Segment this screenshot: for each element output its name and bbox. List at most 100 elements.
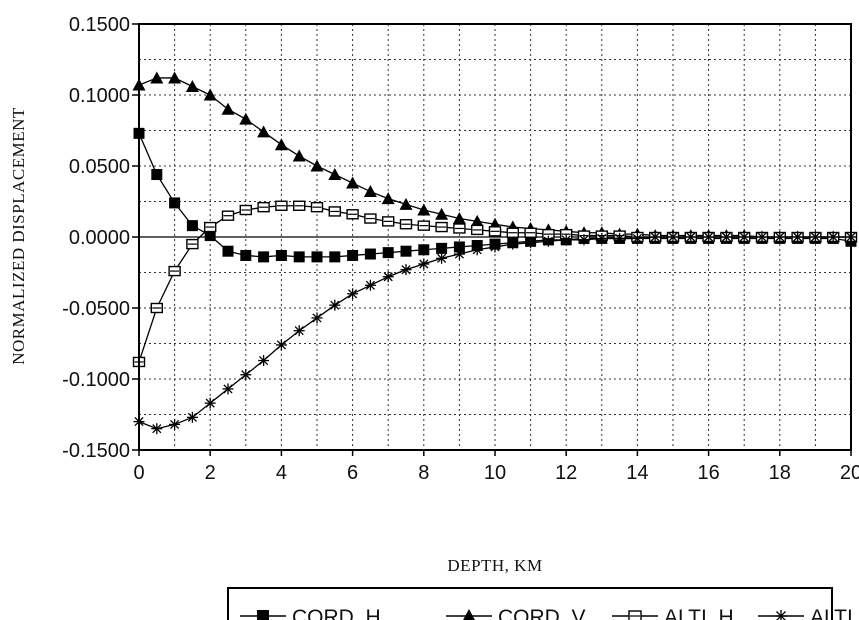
data-point [275, 200, 288, 211]
data-point [418, 244, 430, 256]
data-point [542, 235, 554, 247]
y-tick-label: 0.1000 [69, 85, 130, 107]
legend-label: CORD.,H [292, 606, 381, 620]
data-point [274, 138, 288, 151]
legend-item: CORD.,H [240, 606, 381, 620]
data-point [435, 221, 448, 233]
y-axis-ticks: 0.1500 0.1000 0.0500 0.0000 -0.0500 -0.1000 -0… [62, 14, 139, 462]
data-point [738, 231, 750, 243]
data-point [257, 125, 271, 138]
data-point [436, 252, 448, 264]
data-point [329, 299, 341, 311]
data-point [346, 176, 360, 189]
data-point [382, 247, 394, 259]
data-point [827, 231, 839, 243]
data-point [186, 238, 199, 250]
data-point [435, 207, 449, 220]
x-tick-label: 18 [769, 462, 791, 484]
data-point [578, 234, 590, 246]
legend-marker [775, 610, 787, 620]
data-point [489, 241, 501, 253]
legend-marker [628, 610, 642, 620]
x-axis-label: DEPTH, KM [447, 556, 542, 575]
legend-entries: CORD.,H CORD.,V ALTI.,H ALTI.,V [240, 606, 859, 620]
data-point [417, 220, 430, 231]
data-point [293, 325, 305, 337]
plot-series [132, 71, 858, 435]
data-point [453, 223, 466, 234]
data-point [649, 231, 661, 243]
legend-label: ALTI.,H [664, 606, 734, 620]
series-cord-v [132, 71, 858, 243]
legend-marker [257, 610, 269, 620]
data-point [524, 227, 537, 238]
data-point [185, 79, 199, 92]
legend-marker [463, 609, 475, 620]
data-point [399, 197, 413, 210]
y-axis-label: NORMALIZED DISPLACEMENT [9, 107, 28, 365]
data-point [471, 224, 484, 236]
data-point [168, 265, 181, 277]
legend [227, 587, 833, 620]
data-point [186, 220, 198, 232]
data-point [452, 212, 466, 225]
data-point [400, 245, 412, 257]
data-point [347, 288, 359, 300]
data-point [792, 231, 804, 243]
data-point [204, 397, 216, 409]
x-tick-label: 8 [418, 462, 429, 484]
data-point [168, 71, 182, 84]
x-tick-label: 4 [276, 462, 287, 484]
data-point [417, 203, 431, 216]
data-point [506, 227, 519, 238]
data-point [310, 159, 324, 172]
data-point [151, 169, 163, 181]
legend-label: CORD.,V [498, 606, 586, 620]
data-point [470, 214, 484, 227]
data-point [364, 279, 376, 291]
data-point [293, 251, 305, 263]
data-point [151, 423, 163, 435]
data-point [703, 231, 715, 243]
data-point [363, 185, 377, 198]
data-point [614, 232, 626, 244]
data-point [222, 245, 234, 257]
data-point [221, 102, 235, 115]
data-point [150, 71, 164, 84]
x-tick-label: 2 [205, 462, 216, 484]
data-point [364, 248, 376, 260]
y-tick-label: -0.0500 [62, 298, 130, 320]
data-point [328, 168, 342, 181]
legend-item: CORD.,V [446, 606, 586, 620]
x-tick-label: 10 [484, 462, 506, 484]
data-point [204, 230, 216, 242]
data-point [203, 221, 217, 233]
data-point [240, 249, 252, 261]
data-point [364, 213, 377, 224]
y-tick-label: -0.1500 [62, 440, 130, 462]
data-point [631, 232, 643, 244]
data-point [418, 258, 430, 270]
data-point [507, 238, 519, 250]
data-point [471, 244, 483, 256]
data-point [275, 249, 287, 261]
data-point [488, 226, 502, 237]
grid [139, 24, 851, 450]
data-point [169, 197, 181, 209]
data-point [258, 355, 270, 367]
y-tick-label: -0.1000 [62, 369, 130, 391]
x-axis-ticks: 0 2 4 6 8 10 12 14 16 18 20 [133, 450, 859, 484]
data-point [186, 411, 198, 423]
data-point [774, 231, 786, 243]
x-tick-label: 6 [347, 462, 358, 484]
data-point [756, 231, 768, 243]
data-point [150, 302, 164, 314]
legend-label: ALTI.,V [810, 606, 859, 620]
data-point [685, 231, 697, 243]
data-point [525, 237, 537, 249]
data-point [436, 242, 448, 254]
data-point [221, 210, 235, 221]
data-point [203, 88, 217, 101]
x-tick-label: 14 [626, 462, 648, 484]
